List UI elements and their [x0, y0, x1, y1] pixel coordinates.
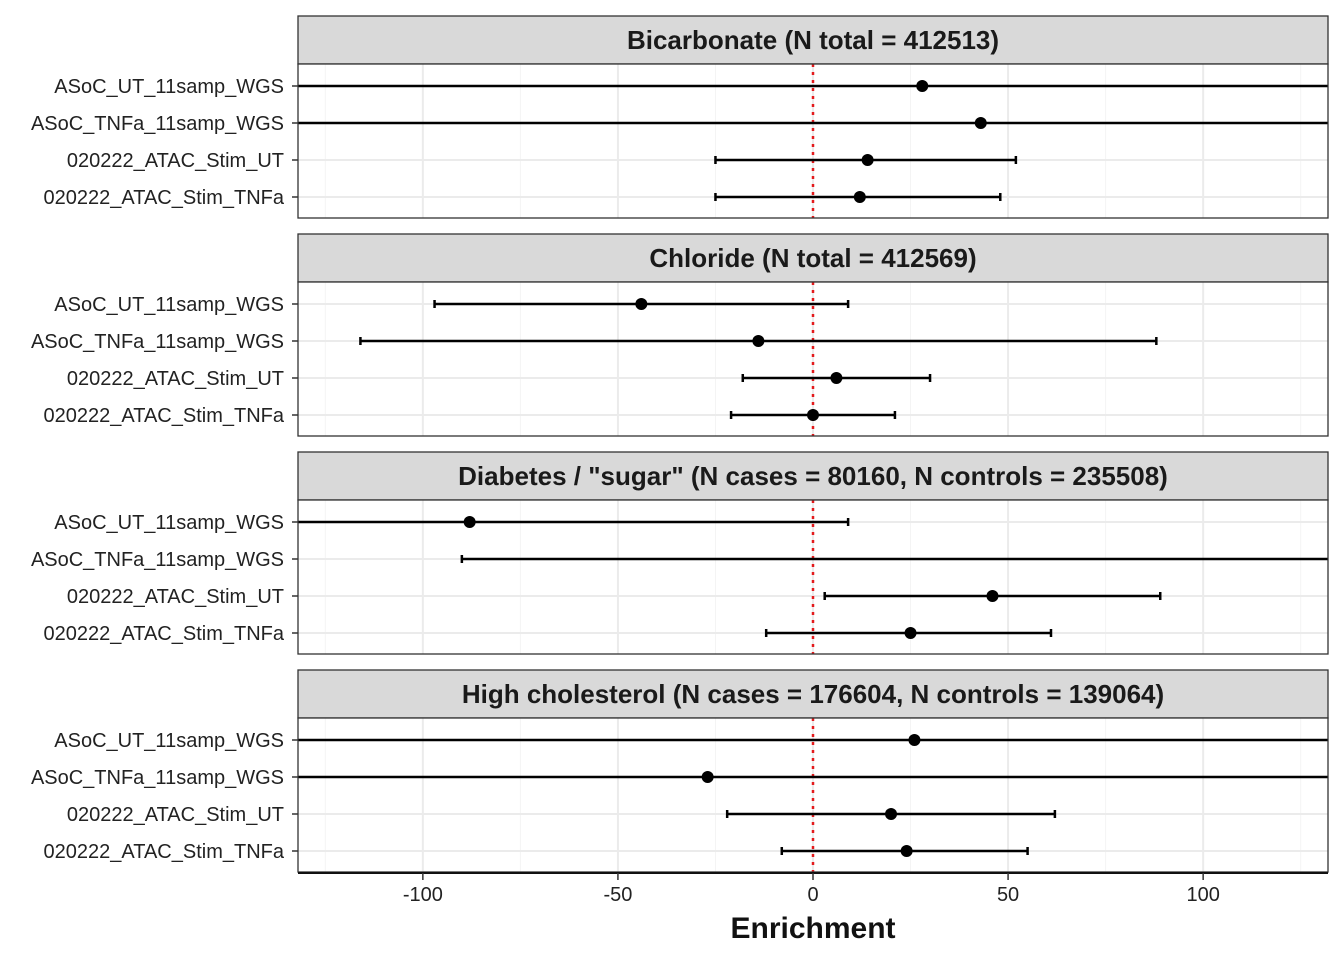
- x-tick-label: -100: [403, 884, 443, 906]
- point-estimate: [861, 154, 874, 166]
- facet-strip: [297, 451, 1329, 501]
- row-label: 020222_ATAC_Stim_TNFa: [44, 623, 285, 645]
- row-label: 020222_ATAC_Stim_UT: [67, 586, 284, 608]
- panel-border: [297, 63, 1329, 219]
- x-tick-label: -50: [603, 884, 632, 906]
- row-label: ASoC_UT_11samp_WGS: [54, 294, 284, 316]
- point-estimate: [830, 372, 843, 384]
- facet-title: Diabetes / "sugar" (N cases = 80160, N c…: [458, 461, 1168, 491]
- row-label: ASoC_UT_11samp_WGS: [54, 730, 284, 752]
- facet-title: Chloride (N total = 412569): [649, 243, 976, 273]
- row-label: 020222_ATAC_Stim_UT: [67, 804, 284, 826]
- point-estimate: [904, 627, 917, 639]
- facet-panels: Bicarbonate (N total = 412513) ASoC_UT_11…: [31, 15, 1329, 873]
- point-estimate: [463, 516, 476, 528]
- row-label: ASoC_TNFa_11samp_WGS: [31, 767, 284, 789]
- point-estimate: [807, 409, 819, 421]
- x-ticks: -100 -50 0 50 100: [403, 873, 1220, 906]
- row-label: ASoC_TNFa_11samp_WGS: [31, 113, 284, 135]
- facet-title: High cholesterol (N cases = 176604, N co…: [462, 679, 1164, 709]
- panel-border: [297, 281, 1329, 437]
- facet-strip: [297, 15, 1329, 65]
- x-tick-label: 100: [1186, 884, 1219, 906]
- row-label: 020222_ATAC_Stim_TNFa: [44, 187, 285, 209]
- facet-panel: Bicarbonate (N total = 412513) ASoC_UT_11…: [31, 15, 1329, 219]
- facet-panel: Chloride (N total = 412569) ASoC_UT_11sam…: [31, 233, 1329, 437]
- panel-border: [297, 499, 1329, 655]
- row-label: ASoC_UT_11samp_WGS: [54, 76, 284, 98]
- row-label: ASoC_TNFa_11samp_WGS: [31, 549, 284, 571]
- facet-strip: [297, 233, 1329, 283]
- point-estimate: [885, 808, 898, 820]
- row-label: ASoC_UT_11samp_WGS: [54, 512, 284, 534]
- point-estimate: [701, 771, 714, 783]
- x-tick-label: 0: [807, 884, 818, 906]
- facet-title: Bicarbonate (N total = 412513): [627, 25, 999, 55]
- point-estimate: [900, 845, 913, 857]
- x-axis-title: Enrichment: [730, 912, 895, 945]
- point-estimate: [853, 191, 866, 203]
- x-tick-label: 50: [997, 884, 1019, 906]
- point-estimate: [752, 335, 765, 347]
- row-label: 020222_ATAC_Stim_TNFa: [44, 841, 285, 863]
- point-estimate: [635, 298, 648, 310]
- point-estimate: [916, 80, 929, 92]
- point-estimate: [974, 117, 987, 129]
- row-label: ASoC_TNFa_11samp_WGS: [31, 331, 284, 353]
- facet-panel: Diabetes / "sugar" (N cases = 80160, N c…: [31, 451, 1329, 655]
- x-axis: -100 -50 0 50 100 Enrichment: [298, 872, 1328, 945]
- facet-panel: High cholesterol (N cases = 176604, N co…: [31, 669, 1329, 873]
- point-estimate: [986, 590, 999, 602]
- row-label: 020222_ATAC_Stim_UT: [67, 150, 284, 172]
- row-label: 020222_ATAC_Stim_UT: [67, 368, 284, 390]
- row-label: 020222_ATAC_Stim_TNFa: [44, 405, 285, 427]
- point-estimate: [908, 734, 921, 746]
